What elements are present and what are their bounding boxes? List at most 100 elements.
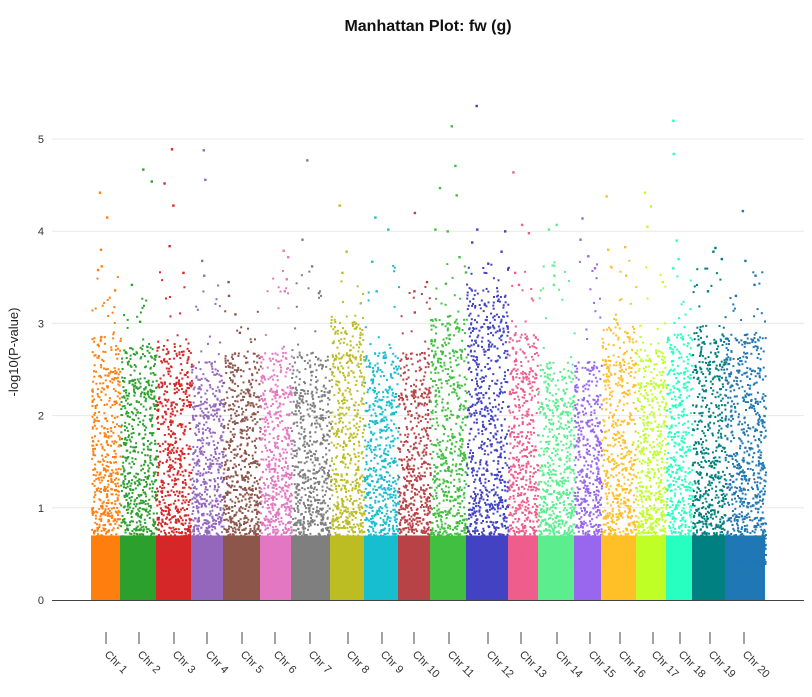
data-point bbox=[320, 428, 323, 431]
data-point bbox=[267, 465, 270, 468]
data-point bbox=[180, 522, 183, 525]
data-point bbox=[165, 557, 167, 560]
data-point bbox=[288, 545, 291, 547]
data-point bbox=[219, 463, 222, 466]
data-point bbox=[120, 558, 122, 561]
data-point bbox=[129, 502, 132, 505]
data-point bbox=[113, 449, 116, 452]
data-point bbox=[254, 413, 257, 416]
data-point bbox=[139, 521, 142, 524]
data-point bbox=[191, 554, 194, 557]
data-point bbox=[260, 563, 263, 566]
data-point bbox=[192, 416, 194, 419]
data-point bbox=[147, 502, 150, 505]
data-point bbox=[270, 375, 273, 378]
data-point bbox=[203, 423, 206, 426]
data-point bbox=[136, 387, 139, 390]
data-point bbox=[192, 562, 195, 565]
data-point bbox=[109, 523, 112, 526]
data-point bbox=[171, 530, 174, 533]
data-point bbox=[138, 380, 141, 383]
data-point bbox=[223, 563, 226, 566]
data-point bbox=[139, 502, 142, 505]
data-point bbox=[193, 395, 196, 398]
data-point bbox=[182, 391, 185, 393]
data-point bbox=[282, 345, 285, 348]
data-point bbox=[211, 367, 214, 370]
data-point bbox=[251, 373, 254, 376]
data-point bbox=[92, 454, 95, 456]
data-point bbox=[96, 419, 99, 422]
data-point bbox=[252, 405, 255, 408]
data-point bbox=[206, 535, 209, 538]
data-point bbox=[182, 499, 185, 502]
data-point bbox=[199, 368, 202, 371]
data-point bbox=[249, 562, 252, 565]
data-point bbox=[260, 560, 263, 563]
data-point bbox=[195, 426, 198, 429]
data-point bbox=[285, 542, 288, 545]
data-point bbox=[285, 563, 288, 565]
data-point bbox=[279, 290, 282, 293]
data-point bbox=[199, 550, 202, 553]
data-point bbox=[273, 413, 276, 416]
data-point bbox=[174, 414, 177, 417]
data-point bbox=[199, 557, 202, 560]
data-point bbox=[130, 347, 133, 350]
data-point bbox=[99, 340, 102, 342]
data-point bbox=[94, 543, 96, 546]
data-point bbox=[185, 519, 187, 522]
data-point bbox=[173, 433, 176, 436]
data-point bbox=[274, 444, 277, 447]
data-point bbox=[217, 441, 219, 444]
data-point bbox=[143, 424, 146, 427]
data-point bbox=[226, 562, 229, 565]
data-point bbox=[254, 366, 256, 369]
data-point bbox=[123, 475, 126, 478]
data-point bbox=[120, 551, 123, 553]
data-point bbox=[173, 343, 176, 346]
data-point bbox=[219, 437, 222, 440]
data-point bbox=[272, 536, 275, 539]
data-point bbox=[305, 456, 307, 459]
data-point bbox=[298, 488, 301, 491]
data-point bbox=[300, 395, 303, 397]
data-point bbox=[155, 458, 158, 461]
data-point bbox=[285, 474, 288, 477]
data-point bbox=[244, 508, 247, 510]
data-point bbox=[186, 359, 189, 362]
data-point bbox=[294, 560, 297, 563]
data-point bbox=[288, 495, 291, 498]
data-point bbox=[313, 464, 316, 467]
data-point bbox=[248, 546, 251, 549]
data-point bbox=[291, 377, 294, 379]
data-point bbox=[169, 421, 171, 424]
data-point bbox=[261, 544, 264, 546]
data-point bbox=[97, 395, 100, 398]
data-point bbox=[279, 490, 282, 493]
top-hit-point bbox=[113, 289, 117, 292]
data-point bbox=[104, 514, 107, 517]
data-point bbox=[239, 553, 242, 556]
data-point bbox=[213, 558, 216, 561]
data-point bbox=[221, 558, 224, 561]
data-point bbox=[126, 361, 129, 364]
data-point bbox=[271, 553, 274, 555]
data-point bbox=[297, 447, 300, 450]
data-point bbox=[146, 562, 149, 565]
data-point bbox=[289, 401, 292, 403]
data-point bbox=[160, 479, 163, 482]
data-point bbox=[120, 424, 123, 427]
data-point bbox=[101, 387, 104, 390]
top-hit-point bbox=[150, 180, 153, 183]
data-point bbox=[289, 550, 292, 553]
data-point bbox=[268, 460, 271, 463]
data-point bbox=[234, 352, 237, 355]
data-point bbox=[216, 412, 218, 415]
data-point bbox=[102, 511, 105, 514]
data-point bbox=[188, 486, 191, 489]
data-point bbox=[116, 518, 119, 521]
data-point bbox=[271, 526, 274, 529]
data-point bbox=[228, 476, 231, 479]
data-point bbox=[120, 504, 123, 507]
